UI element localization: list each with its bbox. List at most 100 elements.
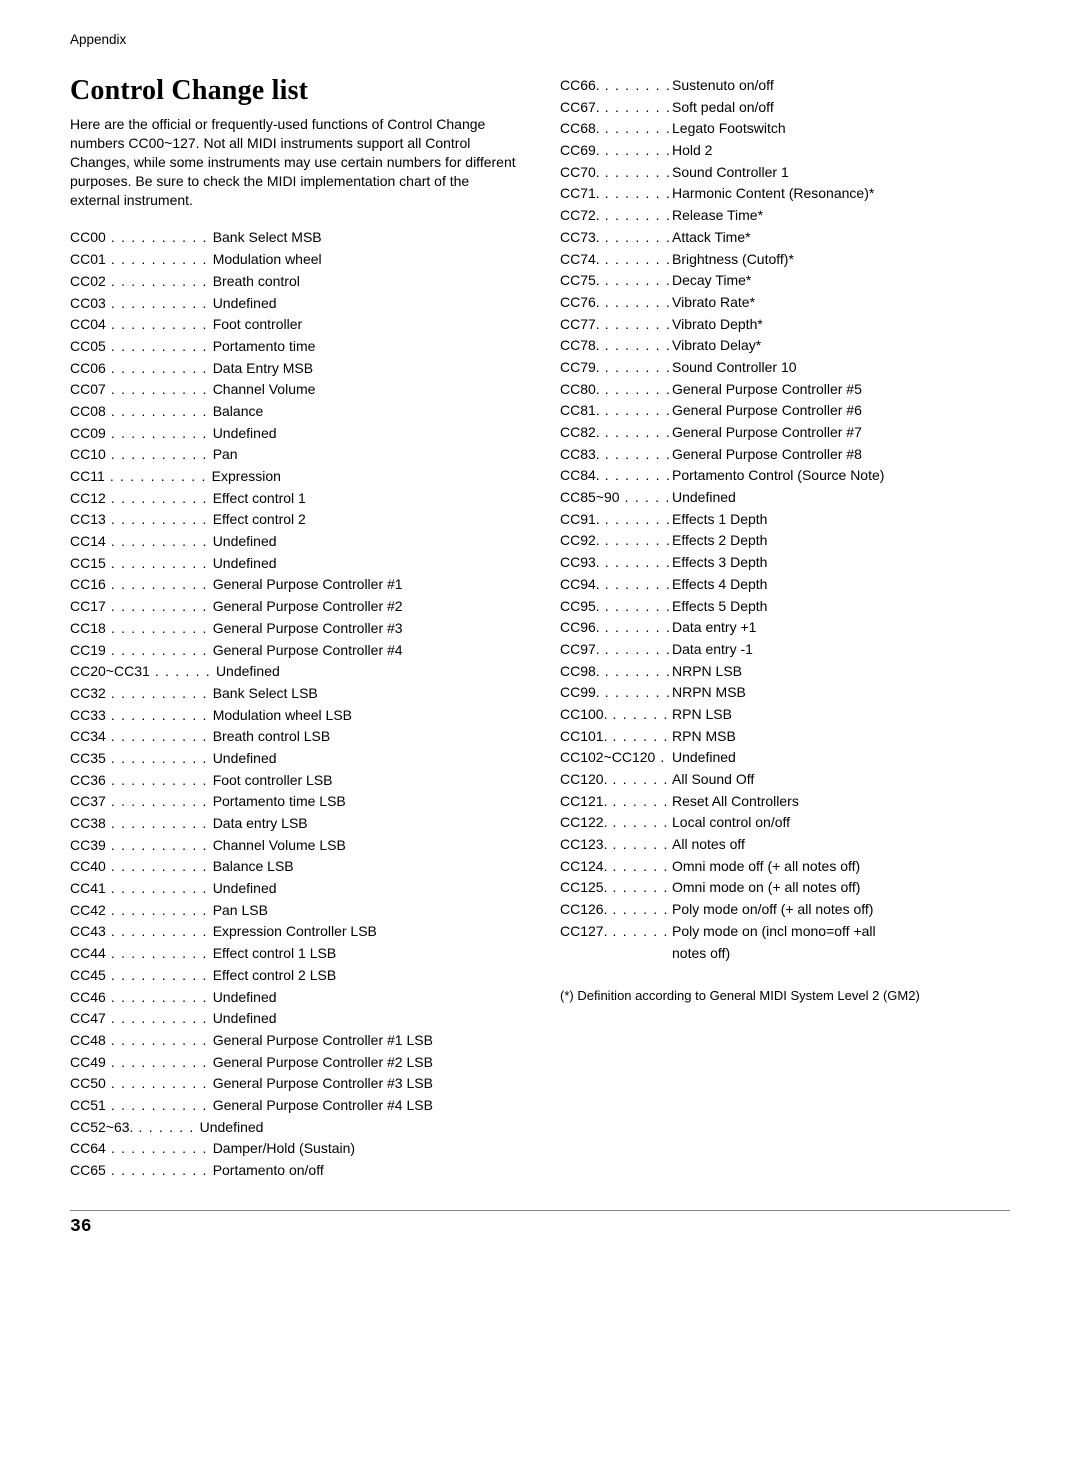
cc-entry: CC127. . . . . . . . . . . Poly mode on … [560,921,1010,943]
cc-label: Expression Controller LSB [213,923,377,939]
leader-dots: . . . . . . . . . . [607,836,672,852]
cc-entry: CC100. . . . . . . . . . . RPN LSB [560,704,1010,726]
cc-label: General Purpose Controller #2 LSB [213,1054,433,1070]
cc-entry: CC38 . . . . . . . . . . Data entry LSB [70,813,520,835]
cc-leader: CC101. . . . . . . . . . . [560,726,672,748]
cc-entry: CC43 . . . . . . . . . . Expression Cont… [70,921,520,943]
leader-dots: . . . . . . . . . . [600,272,672,288]
cc-number: CC66. [560,75,600,97]
cc-label: NRPN MSB [672,682,746,704]
leader-dots: . . . . . . . . . . [106,338,213,354]
cc-leader: CC66. . . . . . . . . . . [560,75,672,97]
cc-number: CC79. [560,357,600,379]
cc-label: Effects 4 Depth [672,574,767,596]
cc-entry: CC79. . . . . . . . . . . Sound Controll… [560,357,1010,379]
cc-label: Effect control 2 LSB [213,967,336,983]
leader-dots: . . . . . . . . . . [106,1097,213,1113]
cc-entry: CC78. . . . . . . . . . . Vibrato Delay* [560,335,1010,357]
cc-label: Balance LSB [213,858,294,874]
leader-dots: . . . . . . . . . . [106,576,213,592]
leader-dots: . . . . . . . . . . [106,229,213,245]
cc-entry: CC42 . . . . . . . . . . Pan LSB [70,900,520,922]
cc-number: CC17 [70,596,106,618]
cc-number: CC91. [560,509,600,531]
cc-entry: CC126. . . . . . . . . . . Poly mode on/… [560,899,1010,921]
cc-label: Effect control 1 LSB [213,945,336,961]
right-column: CC66. . . . . . . . . . . Sustenuto on/o… [560,75,1010,1182]
leader-dots: . . . . . . . . . . [600,532,672,548]
leader-dots: . . . . . . . . . . [106,728,213,744]
cc-entry: CC99. . . . . . . . . . . NRPN MSB [560,682,1010,704]
cc-number: CC02 [70,271,106,293]
cc-leader: CC69. . . . . . . . . . . [560,140,672,162]
leader-dots: . . . . . . . . . . [600,229,672,245]
cc-leader: CC77. . . . . . . . . . . [560,314,672,336]
cc-number: CC40 [70,856,106,878]
cc-entry: CC00 . . . . . . . . . . Bank Select MSB [70,227,520,249]
leader-dots: . . . . . . . . . . [105,468,212,484]
cc-leader: CC124. . . . . . . . . . . [560,856,672,878]
cc-number: CC03 [70,293,106,315]
cc-entry: CC02 . . . . . . . . . . Breath control [70,271,520,293]
leader-dots: . . . . . . . . . . [600,554,672,570]
cc-leader: CC74. . . . . . . . . . . [560,249,672,271]
cc-number: CC44 [70,943,106,965]
cc-number: CC05 [70,336,106,358]
cc-number: CC80. [560,379,600,401]
cc-label: Effects 1 Depth [672,509,767,531]
cc-label: Hold 2 [672,140,712,162]
cc-label: All Sound Off [672,769,754,791]
cc-label: Data Entry MSB [213,360,313,376]
cc-entry: CC09 . . . . . . . . . . Undefined [70,423,520,445]
cc-number: CC85~90 [560,487,620,509]
cc-number: CC99. [560,682,600,704]
cc-label: Harmonic Content (Resonance)* [672,183,874,205]
cc-number: CC76. [560,292,600,314]
leader-dots: . . . . . . . . . . [106,360,213,376]
cc-number: CC84. [560,465,600,487]
cc-number: CC18 [70,618,106,640]
cc-number: CC09 [70,423,106,445]
cc-entry: CC48 . . . . . . . . . . General Purpose… [70,1030,520,1052]
leader-dots: . . . . . . . . . . [600,663,672,679]
cc-entry: CC52~63. . . . . . . Undefined [70,1117,520,1139]
cc-entry: CC77. . . . . . . . . . . Vibrato Depth* [560,314,1010,336]
cc-leader: CC67. . . . . . . . . . . [560,97,672,119]
leader-dots: . . . . . . . . . . [106,555,213,571]
cc-number: CC38 [70,813,106,835]
cc-number: CC77. [560,314,600,336]
cc-entry: CC124. . . . . . . . . . . Omni mode off… [560,856,1010,878]
cc-number: CC102~CC120 [560,747,655,769]
cc-leader: CC83. . . . . . . . . . . [560,444,672,466]
cc-list-right: CC66. . . . . . . . . . . Sustenuto on/o… [560,75,1010,964]
leader-dots: . . . . . . . . . . [106,381,213,397]
cc-number: CC20~CC31 [70,661,150,683]
cc-label: Poly mode on (incl mono=off +all [672,921,876,943]
leader-dots: . . . . . . . . . . [106,1075,213,1091]
cc-label: Undefined [672,747,736,769]
cc-label: Undefined [213,880,277,896]
cc-entry: CC41 . . . . . . . . . . Undefined [70,878,520,900]
cc-entry: CC51 . . . . . . . . . . General Purpose… [70,1095,520,1117]
cc-entry: CC49 . . . . . . . . . . General Purpose… [70,1052,520,1074]
leader-dots: . . . . . . . . . . [106,1054,213,1070]
leader-dots: . . . . . . . . . . [106,989,213,1005]
leader-dots: . . . . . . . . . . [106,620,213,636]
cc-entry: CC37 . . . . . . . . . . Portamento time… [70,791,520,813]
cc-number: CC121. [560,791,607,813]
cc-entry: CC97. . . . . . . . . . . Data entry -1 [560,639,1010,661]
cc-entry: CC05 . . . . . . . . . . Portamento time [70,336,520,358]
cc-label: Foot controller [213,316,302,332]
cc-entry: CC19 . . . . . . . . . . General Purpose… [70,640,520,662]
cc-number: CC35 [70,748,106,770]
cc-label: Release Time* [672,205,763,227]
leader-dots: . . . . . . . . . . [106,295,213,311]
leader-dots: . . . . . . . . . . [600,576,672,592]
cc-label: Portamento time LSB [213,793,346,809]
cc-entry: CC85~90 . . . . . . Undefined [560,487,1010,509]
cc-label: General Purpose Controller #3 [213,620,403,636]
cc-leader: CC94. . . . . . . . . . . [560,574,672,596]
cc-label: Undefined [213,425,277,441]
cc-entry: CC102~CC120 . Undefined [560,747,1010,769]
cc-entry: CC15 . . . . . . . . . . Undefined [70,553,520,575]
